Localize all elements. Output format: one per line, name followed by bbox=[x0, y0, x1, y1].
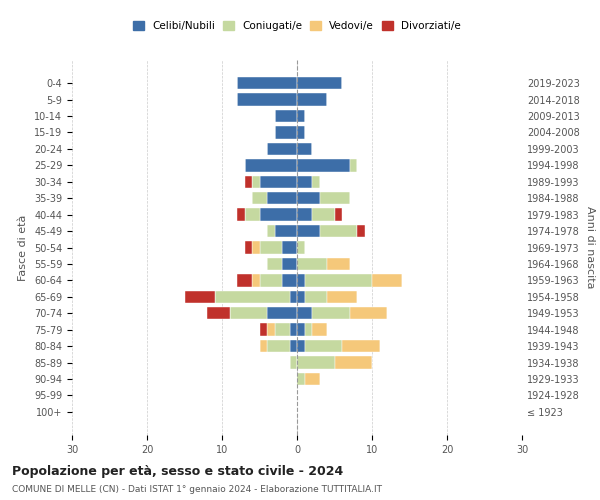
Bar bbox=[297, 373, 305, 385]
Bar bbox=[185, 290, 215, 303]
Bar bbox=[215, 290, 290, 303]
Bar bbox=[305, 290, 327, 303]
Bar bbox=[297, 356, 335, 368]
Bar bbox=[207, 307, 229, 320]
Bar bbox=[297, 159, 349, 172]
Bar bbox=[267, 324, 275, 336]
Bar bbox=[297, 192, 320, 204]
Bar bbox=[312, 324, 327, 336]
Bar bbox=[267, 340, 290, 352]
Bar bbox=[267, 143, 297, 155]
Bar bbox=[297, 307, 312, 320]
Bar bbox=[260, 274, 282, 286]
Bar bbox=[237, 274, 252, 286]
Bar bbox=[260, 242, 282, 254]
Bar bbox=[275, 225, 297, 237]
Bar bbox=[312, 176, 320, 188]
Bar bbox=[297, 225, 320, 237]
Bar bbox=[260, 340, 267, 352]
Bar bbox=[297, 208, 312, 221]
Bar bbox=[267, 225, 275, 237]
Bar bbox=[297, 290, 305, 303]
Bar bbox=[237, 77, 297, 90]
Bar bbox=[290, 340, 297, 352]
Bar bbox=[245, 176, 252, 188]
Bar bbox=[297, 77, 342, 90]
Bar bbox=[320, 192, 349, 204]
Bar bbox=[312, 208, 335, 221]
Bar bbox=[297, 274, 305, 286]
Bar bbox=[305, 274, 372, 286]
Bar bbox=[282, 258, 297, 270]
Bar bbox=[297, 94, 327, 106]
Y-axis label: Anni di nascita: Anni di nascita bbox=[585, 206, 595, 289]
Bar bbox=[349, 307, 387, 320]
Bar bbox=[290, 356, 297, 368]
Bar bbox=[297, 110, 305, 122]
Bar bbox=[237, 94, 297, 106]
Bar bbox=[267, 307, 297, 320]
Bar bbox=[229, 307, 267, 320]
Bar bbox=[252, 192, 267, 204]
Bar bbox=[252, 242, 260, 254]
Bar bbox=[372, 274, 402, 286]
Bar bbox=[305, 340, 342, 352]
Text: Popolazione per età, sesso e stato civile - 2024: Popolazione per età, sesso e stato civil… bbox=[12, 465, 343, 478]
Bar bbox=[260, 176, 297, 188]
Text: COMUNE DI MELLE (CN) - Dati ISTAT 1° gennaio 2024 - Elaborazione TUTTITALIA.IT: COMUNE DI MELLE (CN) - Dati ISTAT 1° gen… bbox=[12, 485, 382, 494]
Bar bbox=[327, 290, 357, 303]
Bar bbox=[335, 356, 372, 368]
Bar bbox=[349, 159, 357, 172]
Bar bbox=[237, 208, 245, 221]
Bar bbox=[290, 290, 297, 303]
Bar bbox=[252, 274, 260, 286]
Bar bbox=[320, 225, 357, 237]
Bar bbox=[342, 340, 380, 352]
Bar bbox=[260, 324, 267, 336]
Bar bbox=[297, 258, 327, 270]
Bar bbox=[297, 340, 305, 352]
Bar bbox=[335, 208, 342, 221]
Y-axis label: Fasce di età: Fasce di età bbox=[19, 214, 28, 280]
Legend: Celibi/Nubili, Coniugati/e, Vedovi/e, Divorziati/e: Celibi/Nubili, Coniugati/e, Vedovi/e, Di… bbox=[129, 16, 465, 35]
Bar bbox=[305, 373, 320, 385]
Bar bbox=[275, 110, 297, 122]
Bar bbox=[297, 242, 305, 254]
Bar bbox=[275, 126, 297, 138]
Bar bbox=[260, 208, 297, 221]
Bar bbox=[282, 274, 297, 286]
Bar bbox=[282, 242, 297, 254]
Bar bbox=[305, 324, 312, 336]
Bar bbox=[245, 242, 252, 254]
Bar bbox=[290, 324, 297, 336]
Bar bbox=[312, 307, 349, 320]
Bar bbox=[245, 208, 260, 221]
Bar bbox=[357, 225, 365, 237]
Bar bbox=[297, 126, 305, 138]
Bar bbox=[267, 192, 297, 204]
Bar bbox=[245, 159, 297, 172]
Bar bbox=[267, 258, 282, 270]
Bar bbox=[252, 176, 260, 188]
Bar bbox=[297, 324, 305, 336]
Bar bbox=[327, 258, 349, 270]
Bar bbox=[297, 176, 312, 188]
Bar bbox=[297, 143, 312, 155]
Bar bbox=[275, 324, 290, 336]
